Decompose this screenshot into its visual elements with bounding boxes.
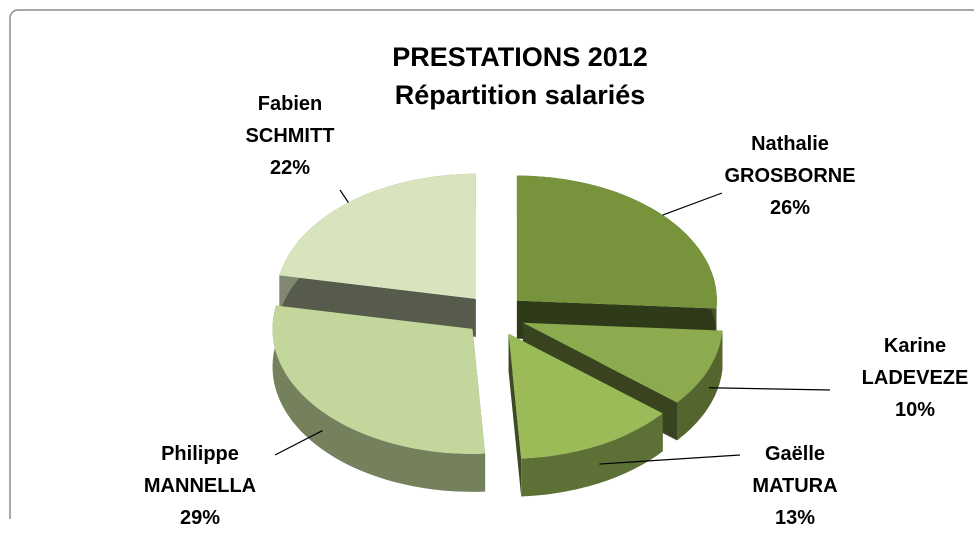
value-label: 13% (774, 507, 816, 529)
slice-wall (521, 413, 663, 497)
slice-label: Philippe MANNELLA (143, 443, 257, 497)
chart-subtitle: Répartition salariés (394, 80, 646, 110)
slice (508, 333, 663, 459)
value-label: 22% (269, 157, 311, 179)
chart: PRESTATIONS 2012 Répartition salariés Na… (9, 9, 974, 529)
leader-line (339, 189, 349, 203)
slice-side (508, 333, 522, 497)
slice-label: Nathalie GROSBORNE (724, 133, 856, 187)
slice (279, 173, 476, 299)
chart-svg (9, 9, 974, 519)
value-label: 26% (769, 197, 811, 219)
slice-side (279, 275, 476, 337)
leader-line (274, 430, 323, 456)
leader-line (662, 192, 723, 216)
value-label: 10% (894, 399, 936, 421)
leader-line (599, 454, 741, 465)
value-label: 29% (179, 507, 221, 529)
slice (272, 305, 486, 454)
slice-label: Gaëlle MATURA (752, 443, 838, 497)
slice (516, 175, 717, 309)
slice-label: Fabien SCHMITT (245, 93, 335, 147)
chart-frame (9, 9, 974, 519)
chart-title: PRESTATIONS 2012 (392, 42, 648, 72)
leader-line (708, 387, 831, 391)
slice (522, 322, 723, 403)
slice-label: Karine LADEVEZE (861, 335, 969, 389)
slice-wall (272, 305, 486, 492)
slice-wall (677, 330, 723, 441)
